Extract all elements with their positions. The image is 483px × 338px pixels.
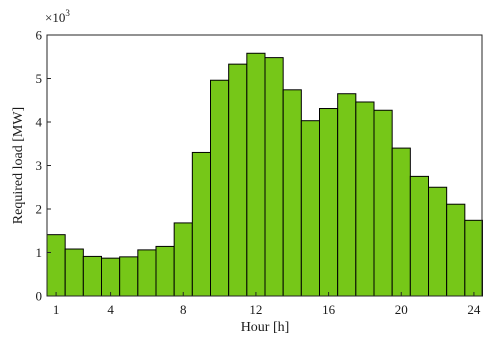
- bar-hour-22: [428, 186, 448, 297]
- x-tick-label: 12: [249, 302, 262, 317]
- bar-hour-14: [282, 89, 302, 297]
- x-tick-label: 20: [395, 302, 408, 317]
- bar-hour-8: [173, 222, 193, 297]
- bar-hour-10: [210, 79, 230, 297]
- bar-hour-6: [137, 249, 157, 297]
- y-tick-label: 3: [36, 158, 43, 173]
- x-tick-label: 24: [467, 302, 481, 317]
- bar-hour-2: [64, 248, 84, 297]
- x-tick-label: 16: [322, 302, 336, 317]
- bar-hour-1: [46, 234, 66, 297]
- x-tick-label: 1: [53, 302, 60, 317]
- bar-hour-17: [337, 93, 357, 297]
- x-tick-label: 4: [107, 302, 114, 317]
- bar-hour-5: [119, 256, 139, 297]
- y-tick-label: 6: [36, 28, 43, 43]
- bar-hour-20: [391, 147, 411, 297]
- bar-hour-16: [319, 108, 339, 297]
- bar-hour-11: [228, 63, 248, 297]
- bar-hour-19: [373, 109, 393, 297]
- bar-hour-12: [246, 52, 266, 297]
- bar-hour-18: [355, 101, 375, 297]
- x-axis: 1 4 8 12 16 20 24: [53, 292, 481, 317]
- bar-hour-21: [409, 175, 430, 297]
- bars: [46, 52, 483, 297]
- y-tick-label: 1: [36, 245, 43, 260]
- bar-hour-24: [464, 219, 483, 297]
- y-axis-multiplier: ×103: [45, 8, 70, 25]
- y-tick-label: 4: [36, 115, 43, 130]
- y-tick-label: 0: [36, 289, 43, 304]
- bar-hour-9: [191, 151, 211, 297]
- bar-hour-7: [155, 245, 175, 297]
- y-axis-title: Required load [MW]: [11, 107, 26, 224]
- bar-hour-13: [264, 57, 284, 297]
- x-axis-title: Hour [h]: [241, 320, 290, 335]
- bar-hour-3: [82, 255, 103, 297]
- bar-hour-15: [300, 120, 321, 297]
- x-tick-label: 8: [180, 302, 187, 317]
- bar-hour-23: [446, 203, 466, 297]
- y-axis: 0 1 2 3 4 5 6: [36, 28, 51, 304]
- bar-hour-4: [101, 257, 121, 297]
- y-tick-label: 2: [36, 202, 43, 217]
- y-tick-label: 5: [36, 71, 43, 86]
